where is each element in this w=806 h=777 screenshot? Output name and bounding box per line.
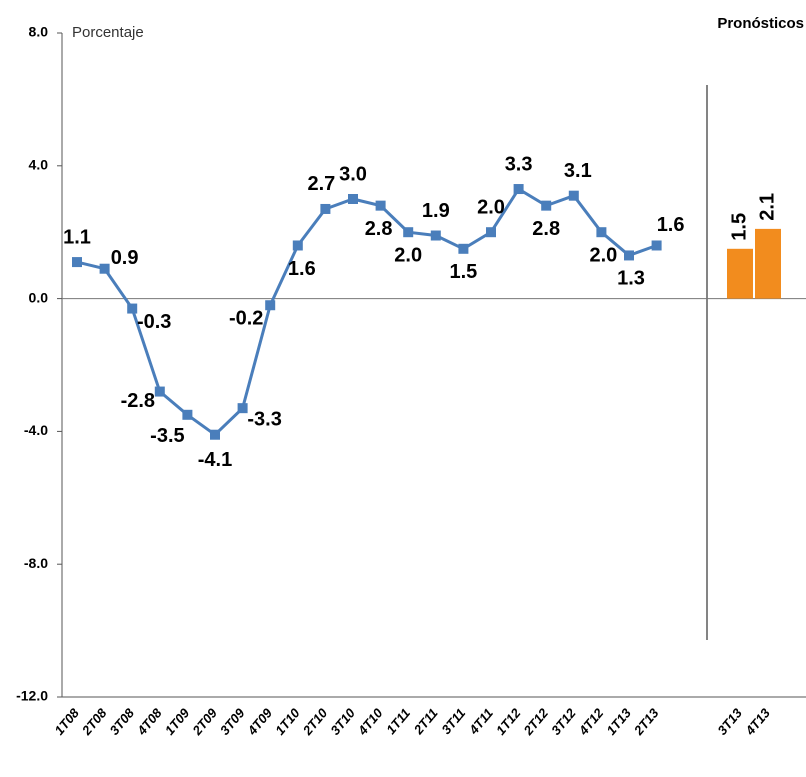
- data-label: 2.8: [365, 218, 393, 240]
- x-tick-label: 1T10: [272, 705, 303, 738]
- y-axis-label: Porcentaje: [72, 24, 144, 41]
- marker: [348, 194, 358, 204]
- data-label: 1.6: [657, 214, 685, 236]
- marker: [320, 203, 331, 214]
- marker: [237, 403, 248, 414]
- data-label: 2.0: [394, 244, 422, 266]
- x-tick-label: 4T08: [134, 705, 166, 739]
- x-tick-label: 4T12: [575, 705, 607, 739]
- data-label: 1.9: [422, 200, 450, 222]
- data-label: 2.7: [307, 173, 335, 195]
- data-label: -2.8: [121, 390, 155, 412]
- marker: [486, 227, 496, 238]
- data-label: 1.6: [288, 258, 316, 280]
- data-label: 3.3: [505, 153, 533, 175]
- x-tick-label: 1T12: [493, 705, 524, 738]
- y-tick-label: -4.0: [24, 422, 48, 438]
- y-tick-label: 4.0: [29, 157, 49, 173]
- data-label: 0.9: [111, 247, 139, 269]
- data-label: 2.0: [477, 196, 505, 218]
- marker: [568, 190, 579, 201]
- y-tick-label: -8.0: [24, 555, 48, 571]
- marker: [182, 409, 193, 420]
- data-label: 3.0: [339, 163, 367, 185]
- data-label: 1.3: [617, 268, 645, 290]
- marker: [72, 257, 82, 268]
- data-label: 2.1: [756, 193, 778, 221]
- data-label: 2.0: [589, 244, 617, 266]
- marker: [292, 240, 303, 251]
- data-label: 1.5: [449, 261, 477, 283]
- marker: [596, 227, 607, 238]
- data-label: 3.1: [564, 160, 592, 182]
- marker: [513, 184, 524, 195]
- y-tick-label: -12.0: [16, 688, 48, 704]
- x-tick-label: 3T11: [438, 705, 468, 737]
- marker: [265, 300, 276, 311]
- x-tick-label: 2T09: [189, 705, 221, 739]
- x-tick-label: 2T10: [299, 705, 331, 739]
- marker: [99, 263, 110, 274]
- data-label: 1.5: [728, 213, 750, 241]
- bar: [755, 228, 781, 299]
- x-tick-label: 3T08: [107, 705, 138, 738]
- data-label: 2.8: [532, 218, 560, 240]
- data-label: -3.5: [150, 425, 184, 447]
- data-label: 1.1: [63, 226, 91, 248]
- x-tick-label: 4T10: [354, 705, 386, 739]
- x-tick-label: 3T09: [217, 705, 248, 738]
- y-tick-label: 0.0: [29, 289, 49, 305]
- bar: [727, 248, 753, 299]
- data-label: -4.1: [198, 449, 232, 471]
- x-tick-label: 1T13: [603, 705, 634, 738]
- x-tick-label: 1T11: [383, 705, 413, 737]
- marker: [127, 303, 138, 314]
- x-tick-label: 3T10: [327, 705, 358, 738]
- marker: [541, 200, 552, 211]
- x-tick-label: 2T08: [78, 705, 110, 739]
- x-tick-label: 4T09: [244, 705, 276, 739]
- data-label: -0.3: [137, 311, 171, 333]
- x-tick-label: 1T09: [162, 705, 193, 738]
- x-tick-label: 2T13: [630, 705, 662, 739]
- marker: [375, 200, 386, 211]
- x-tick-label: 1T08: [51, 705, 82, 738]
- marker: [210, 429, 220, 440]
- data-label: -3.3: [247, 408, 281, 430]
- marker: [403, 227, 414, 238]
- marker: [624, 250, 634, 261]
- forecast-title: Pronósticos: [717, 15, 804, 32]
- x-tick-label: 2T12: [520, 705, 552, 739]
- marker: [651, 240, 662, 251]
- line: [76, 187, 658, 437]
- marker: [430, 230, 441, 241]
- y-tick-label: 8.0: [29, 24, 49, 40]
- x-tick-label: 4T11: [465, 705, 496, 737]
- marker: [458, 243, 469, 254]
- data-label: -0.2: [229, 308, 263, 330]
- marker: [154, 386, 165, 397]
- x-tick-label: 2T11: [410, 705, 441, 737]
- x-tick-label: 4T13: [742, 705, 774, 739]
- x-tick-label: 3T12: [548, 705, 579, 738]
- x-tick-label: 3T13: [714, 705, 745, 738]
